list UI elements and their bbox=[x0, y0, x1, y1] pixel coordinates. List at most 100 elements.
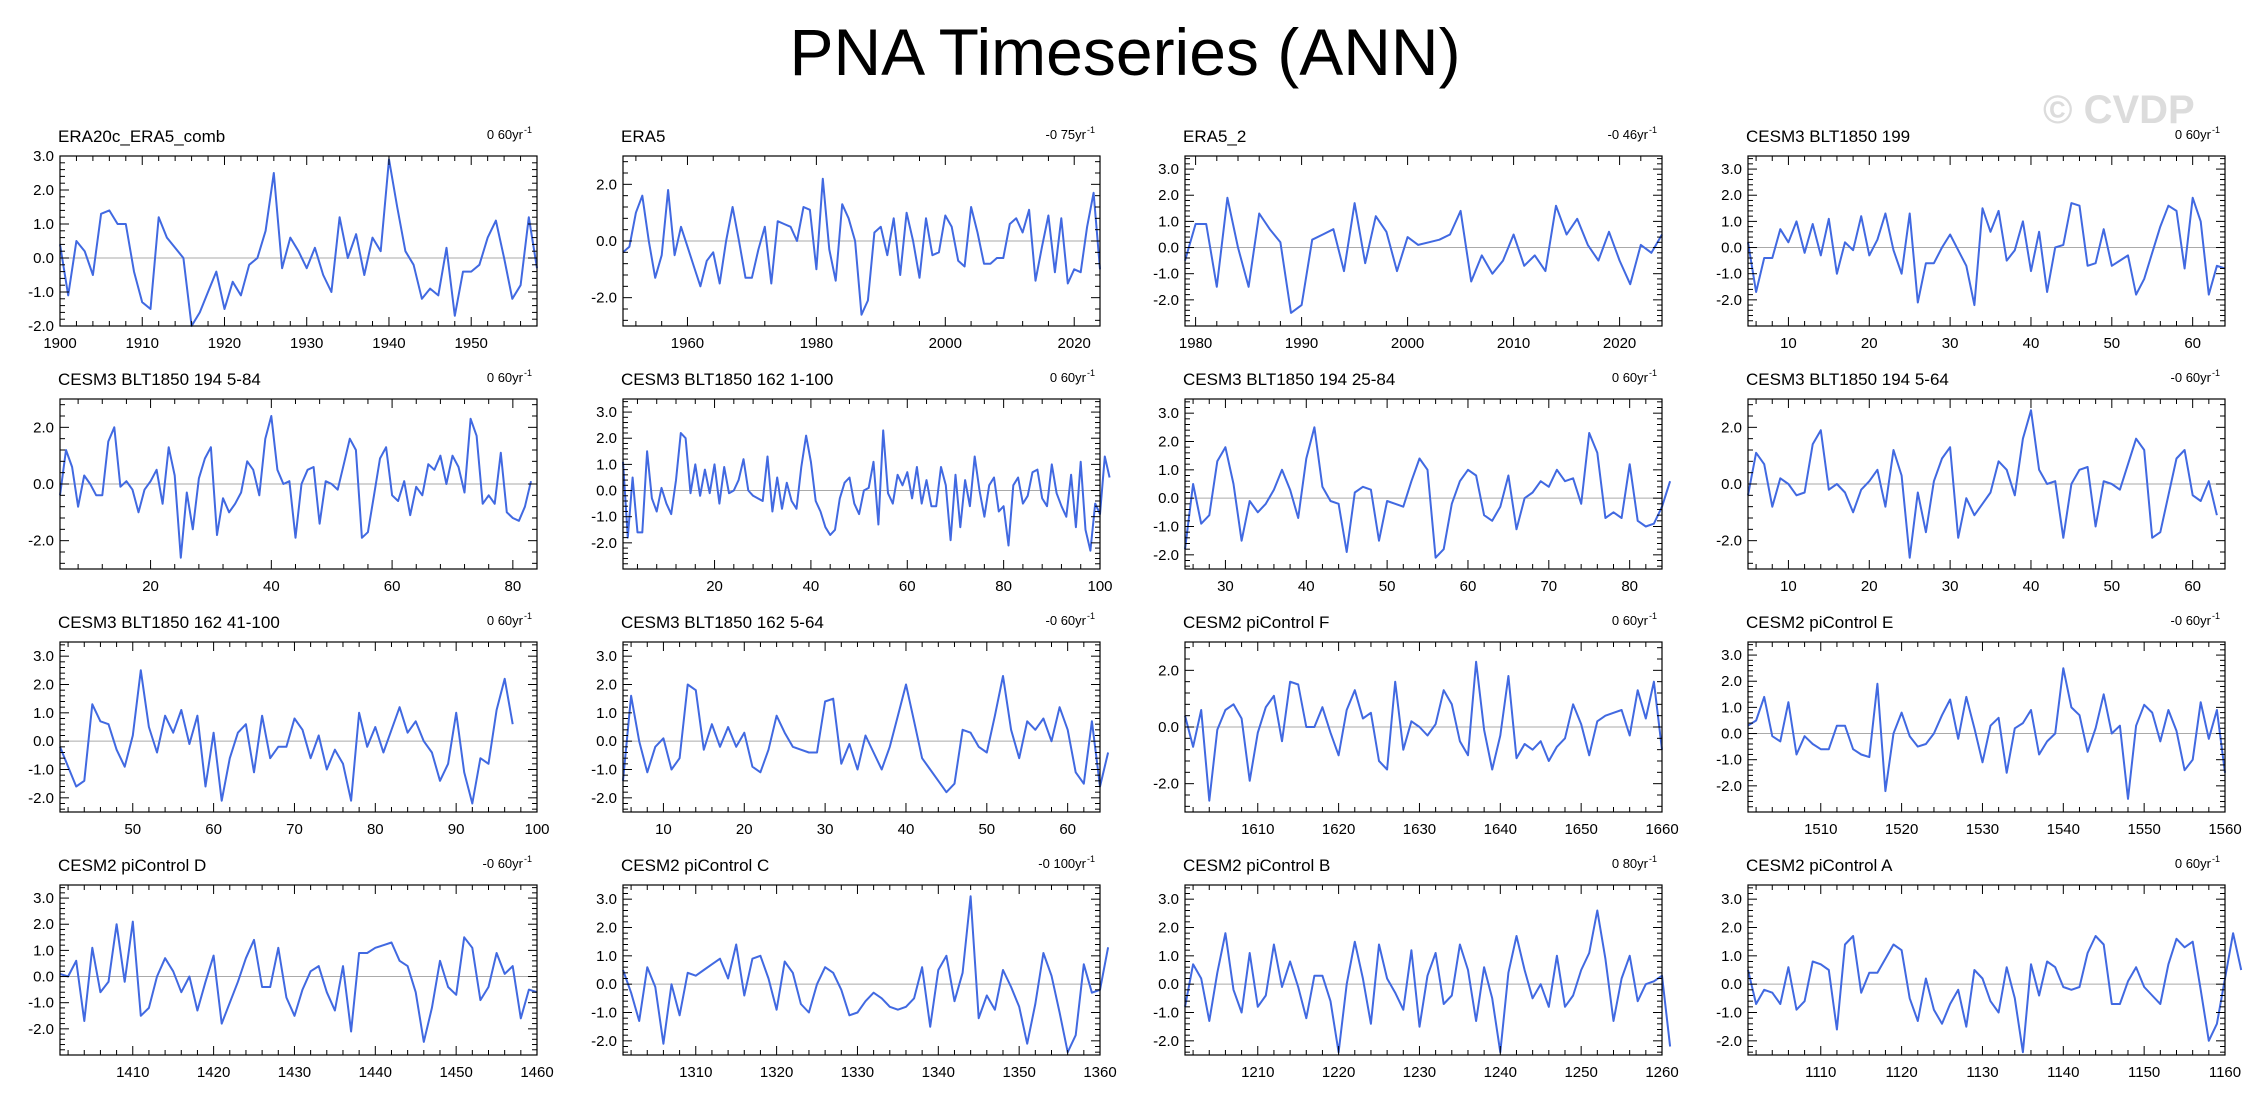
panel-title: CESM3 BLT1850 162 41-100 bbox=[58, 613, 280, 632]
y-tick-label: -2.0 bbox=[591, 290, 617, 307]
panel-3: -2.0 -1.0 0.0 1.0 2.0 3.0 1980 1990 2000 2010 2020… bbox=[1153, 125, 1663, 352]
x-tick-label: 1450 bbox=[439, 1064, 472, 1081]
y-tick-label: 2.0 bbox=[1721, 673, 1742, 690]
trend-label: 0 60yr bbox=[1612, 370, 1649, 385]
x-tick-label: 1540 bbox=[2047, 821, 2080, 838]
y-tick-label: -2.0 bbox=[1716, 1033, 1742, 1050]
plot-frame bbox=[622, 641, 1101, 813]
y-tick-label: -2.0 bbox=[591, 790, 617, 807]
x-tick-label: 1110 bbox=[1805, 1064, 1836, 1081]
x-tick-label: 60 bbox=[384, 578, 401, 595]
series-line bbox=[622, 675, 1110, 794]
chart-title: PNA Timeseries (ANN) bbox=[789, 15, 1461, 89]
x-tick-label: 20 bbox=[1861, 578, 1878, 595]
plot-frame bbox=[1184, 155, 1663, 327]
y-tick-label: 1.0 bbox=[1721, 699, 1742, 716]
trend-exponent: -1 bbox=[1087, 611, 1095, 621]
x-tick-label: 40 bbox=[898, 821, 915, 838]
y-tick-label: 3.0 bbox=[1158, 161, 1179, 178]
x-tick-label: 1650 bbox=[1564, 821, 1597, 838]
x-tick-label: 1240 bbox=[1484, 1064, 1517, 1081]
series-line bbox=[1184, 196, 1663, 314]
y-tick-label: -1.0 bbox=[1153, 266, 1179, 283]
trend-label: -0 60yr bbox=[2171, 613, 2212, 628]
series-line bbox=[1184, 660, 1663, 802]
y-tick-label: -2.0 bbox=[591, 1033, 617, 1050]
y-tick-label: 1.0 bbox=[33, 705, 54, 722]
panel-15: -2.0 -1.0 0.0 1.0 2.0 3.0 1210 1220 1230 1240 1250… bbox=[1153, 854, 1679, 1081]
x-tick-label: 1640 bbox=[1484, 821, 1517, 838]
y-tick-label: 1.0 bbox=[596, 705, 617, 722]
y-tick-label: -2.0 bbox=[1153, 547, 1179, 564]
x-tick-label: 10 bbox=[1780, 578, 1797, 595]
trend-exponent: -1 bbox=[1649, 125, 1657, 135]
x-tick-label: 1990 bbox=[1285, 335, 1318, 352]
x-tick-label: 50 bbox=[978, 821, 995, 838]
x-tick-label: 2000 bbox=[1391, 335, 1424, 352]
y-tick-label: 0.0 bbox=[33, 476, 54, 493]
x-tick-label: 80 bbox=[367, 821, 384, 838]
x-tick-label: 1320 bbox=[760, 1064, 793, 1081]
x-tick-label: 90 bbox=[448, 821, 465, 838]
x-tick-label: 1230 bbox=[1403, 1064, 1436, 1081]
panel-title: CESM2 piControl F bbox=[1183, 613, 1329, 632]
x-tick-label: 1980 bbox=[1179, 335, 1212, 352]
trend-label: -0 60yr bbox=[483, 856, 524, 871]
x-tick-label: 1260 bbox=[1645, 1064, 1678, 1081]
y-tick-label: 0.0 bbox=[1721, 240, 1742, 257]
panel-1: -2.0 -1.0 0.0 1.0 2.0 3.0 1900 1910 1920 1930 1940… bbox=[28, 125, 538, 352]
panel-title: CESM2 piControl B bbox=[1183, 856, 1330, 875]
series-line bbox=[1747, 409, 2218, 559]
y-tick-label: 2.0 bbox=[1721, 187, 1742, 204]
y-tick-label: 0.0 bbox=[596, 976, 617, 993]
plot-frame bbox=[1747, 641, 2226, 813]
trend-exponent: -1 bbox=[524, 611, 532, 621]
x-tick-label: 1550 bbox=[2127, 821, 2160, 838]
y-tick-label: 1.0 bbox=[596, 948, 617, 965]
panel-title: CESM2 piControl A bbox=[1746, 856, 1893, 875]
x-tick-label: 1920 bbox=[208, 335, 241, 352]
x-tick-label: 1530 bbox=[1966, 821, 1999, 838]
x-tick-label: 70 bbox=[1540, 578, 1557, 595]
series-line bbox=[1184, 426, 1672, 559]
y-tick-label: 2.0 bbox=[596, 430, 617, 447]
x-tick-label: 1460 bbox=[520, 1064, 553, 1081]
trend-exponent: -1 bbox=[1087, 125, 1095, 135]
x-tick-label: 1250 bbox=[1564, 1064, 1597, 1081]
y-tick-label: -1.0 bbox=[591, 762, 617, 779]
y-tick-label: -1.0 bbox=[591, 1005, 617, 1022]
x-tick-label: 1950 bbox=[455, 335, 488, 352]
x-tick-label: 1560 bbox=[2208, 821, 2241, 838]
series-line bbox=[59, 920, 538, 1043]
panel-8: -2.0 0.0 2.0 10 20 30 40 50 60 CESM3 BLT1850 194 … bbox=[1716, 368, 2226, 595]
trend-exponent: -1 bbox=[1087, 368, 1095, 378]
y-tick-label: 0.0 bbox=[596, 233, 617, 250]
y-tick-label: 3.0 bbox=[596, 648, 617, 665]
trend-exponent: -1 bbox=[2212, 854, 2220, 864]
y-tick-label: 1.0 bbox=[596, 456, 617, 473]
trend-exponent: -1 bbox=[524, 854, 532, 864]
y-tick-label: -1.0 bbox=[1716, 752, 1742, 769]
x-tick-label: 1630 bbox=[1403, 821, 1436, 838]
y-tick-label: 2.0 bbox=[33, 182, 54, 199]
x-tick-label: 40 bbox=[803, 578, 820, 595]
x-tick-label: 1410 bbox=[116, 1064, 149, 1081]
series-line bbox=[622, 895, 1110, 1054]
x-tick-label: 80 bbox=[1621, 578, 1638, 595]
plot-frame bbox=[622, 884, 1101, 1056]
y-tick-label: 1.0 bbox=[1158, 462, 1179, 479]
y-tick-label: 3.0 bbox=[33, 648, 54, 665]
trend-exponent: -1 bbox=[1649, 611, 1657, 621]
x-tick-label: 1350 bbox=[1002, 1064, 1035, 1081]
plot-frame bbox=[1184, 884, 1663, 1056]
trend-exponent: -1 bbox=[2212, 611, 2220, 621]
x-tick-label: 1330 bbox=[841, 1064, 874, 1081]
panel-2: -2.0 0.0 2.0 1960 1980 2000 2020 ERA5 -0 75yr -1 bbox=[591, 125, 1101, 352]
panel-4: -2.0 -1.0 0.0 1.0 2.0 3.0 10 20 30 40 50 60 CESM3 BL… bbox=[1716, 125, 2226, 352]
x-tick-label: 2020 bbox=[1603, 335, 1636, 352]
panel-title: CESM2 piControl C bbox=[621, 856, 769, 875]
y-tick-label: 0.0 bbox=[1158, 976, 1179, 993]
y-tick-label: -2.0 bbox=[1153, 776, 1179, 793]
y-tick-label: -1.0 bbox=[1153, 519, 1179, 536]
trend-exponent: -1 bbox=[2212, 125, 2220, 135]
